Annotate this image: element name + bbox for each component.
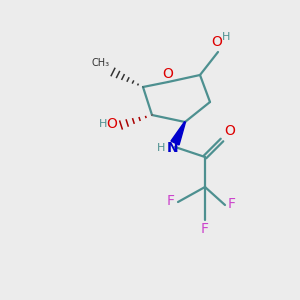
Text: O: O: [163, 67, 173, 81]
Text: H: H: [222, 32, 230, 42]
Text: O: O: [106, 117, 117, 131]
Text: F: F: [167, 194, 175, 208]
Text: N: N: [167, 141, 179, 155]
Text: O: O: [224, 124, 235, 138]
Text: CH₃: CH₃: [92, 58, 110, 68]
Text: F: F: [228, 197, 236, 211]
Text: O: O: [212, 35, 222, 49]
Text: H: H: [99, 119, 107, 129]
Polygon shape: [171, 122, 185, 145]
Text: H: H: [157, 143, 165, 153]
Text: F: F: [201, 222, 209, 236]
